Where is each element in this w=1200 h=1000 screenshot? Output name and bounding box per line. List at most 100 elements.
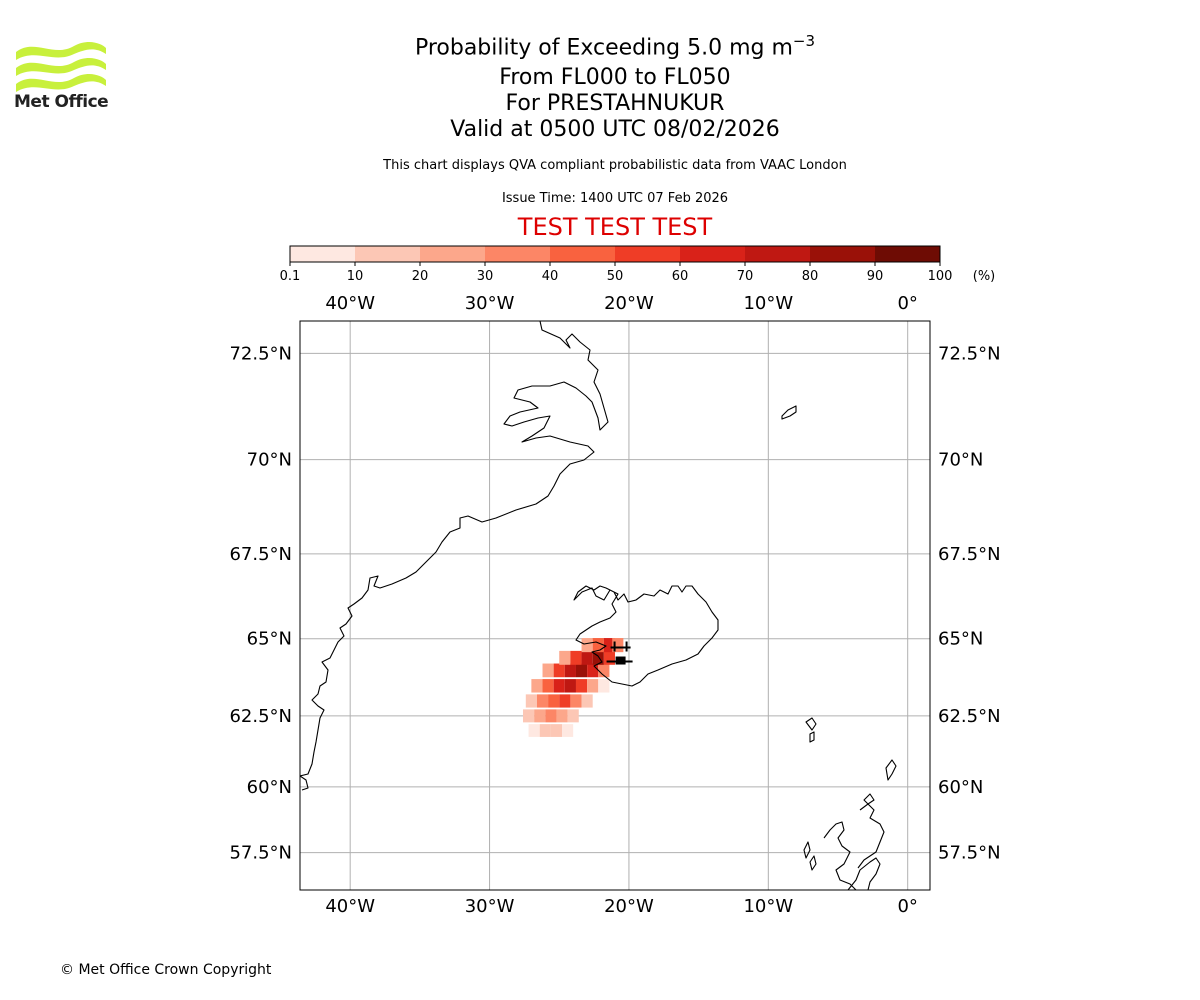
jan-mayen <box>781 405 797 420</box>
colorbar-tick-label: 40 <box>542 269 559 284</box>
plume-cell <box>581 650 593 665</box>
iceland-coast <box>573 585 719 687</box>
colorbar-segment <box>420 246 486 262</box>
copyright-notice: © Met Office Crown Copyright <box>60 962 272 978</box>
faroe-islands <box>805 717 817 743</box>
greenland-coast <box>300 321 609 777</box>
latitude-tick-label: 62.5°N <box>938 706 1001 727</box>
issue-time: Issue Time: 1400 UTC 07 Feb 2026 <box>501 191 729 206</box>
graticule <box>300 321 930 890</box>
longitude-tick-label: 40°W <box>325 293 375 314</box>
map-background <box>300 321 930 890</box>
colorbar-segment <box>355 246 421 262</box>
coastlines <box>300 321 897 890</box>
colorbar-segment <box>875 246 941 262</box>
plume-cell <box>587 663 599 678</box>
latitude-tick-label: 57.5°N <box>229 843 292 864</box>
colorbar-segment <box>810 246 876 262</box>
longitude-tick-label: 10°W <box>743 896 793 917</box>
colorbar-tick-label: 20 <box>412 269 429 284</box>
plume-cell <box>612 638 624 653</box>
longitude-tick-label: 20°W <box>604 896 654 917</box>
met-office-logo <box>16 42 106 92</box>
plume-cell <box>603 638 615 653</box>
plume-cell <box>564 663 576 678</box>
latitude-tick-label: 70°N <box>247 450 292 471</box>
plume-cell <box>559 694 571 708</box>
plume-cell <box>592 650 604 665</box>
colorbar-tick-label: 70 <box>737 269 754 284</box>
latitude-tick-label: 65°N <box>247 629 292 650</box>
greenland-island <box>300 775 309 791</box>
plume-cell <box>581 694 593 708</box>
plume-cell <box>570 650 582 665</box>
plume-cell <box>575 679 588 693</box>
title-superscript: −3 <box>792 32 816 50</box>
latitude-tick-label: 62.5°N <box>229 706 292 727</box>
colorbar-tick-label: 30 <box>477 269 494 284</box>
plume-cell <box>567 709 579 723</box>
orkney <box>863 793 875 805</box>
volcano-symbol <box>606 641 633 663</box>
title-text: Probability of Exceeding 5.0 mg m <box>414 35 793 61</box>
latitude-tick-label: 65°N <box>938 629 983 650</box>
latitude-tick-label: 60°N <box>938 777 983 798</box>
plume-cell <box>581 638 593 653</box>
longitude-tick-label: 10°W <box>743 293 793 314</box>
plume-cell <box>598 679 610 693</box>
chart-subtitle: This chart displays QVA compliant probab… <box>383 158 847 173</box>
hebrides <box>803 841 817 871</box>
volcano-name: For PRESTAHNUKUR <box>505 91 725 116</box>
plume-cell <box>603 650 615 665</box>
plume-cell <box>523 709 535 723</box>
plume-cell <box>531 679 543 693</box>
colorbar-tick-label: 100 <box>928 269 953 284</box>
logo-wordmark: Met Office <box>14 92 109 112</box>
ash-probability-field <box>523 638 624 737</box>
plume-cell <box>556 709 568 723</box>
colorbar-segment <box>290 246 356 262</box>
chart-title: Probability of Exceeding 5.0 mg m−3 <box>0 28 1200 61</box>
longitude-tick-label: 20°W <box>604 293 654 314</box>
latitude-tick-label: 67.5°N <box>229 544 292 565</box>
plume-cell <box>534 709 546 723</box>
plume-cell <box>528 724 540 737</box>
plume-cell <box>553 679 565 693</box>
shetland <box>885 759 897 781</box>
colorbar-tick-label: 60 <box>672 269 689 284</box>
plume-cell <box>598 663 610 678</box>
map-frame <box>299 320 931 891</box>
colorbar-tick-label: 10 <box>347 269 364 284</box>
plume-cell <box>525 694 537 708</box>
test-banner: TEST TEST TEST <box>517 213 713 241</box>
plume-cell <box>545 709 557 723</box>
longitude-labels: 40°W 40°W 30°W 30°W 20°W 20°W 10°W 10°W 0° 0° <box>325 293 918 917</box>
latitude-tick-label: 60°N <box>247 777 292 798</box>
plume-cell <box>575 663 588 678</box>
latitude-labels: 72.5°N 72.5°N 70°N 70°N 67.5°N 67.5°N 65°N 65°N… <box>229 343 1000 863</box>
plume-cell <box>562 724 574 737</box>
longitude-tick-label: 30°W <box>465 896 515 917</box>
plume-cell <box>542 663 554 678</box>
valid-time: Valid at 0500 UTC 08/02/2026 <box>450 117 780 142</box>
latitude-tick-label: 57.5°N <box>938 843 1001 864</box>
plume-cell <box>536 694 549 708</box>
latitude-tick-label: 72.5°N <box>229 343 292 364</box>
plume-cell <box>570 694 582 708</box>
plume-cell <box>539 724 551 737</box>
colorbar-segment <box>615 246 681 262</box>
plume-cell <box>550 724 563 737</box>
longitude-tick-label: 30°W <box>465 293 515 314</box>
plume-cell <box>548 694 560 708</box>
colorbar-segment <box>745 246 811 262</box>
plume-cell <box>564 679 576 693</box>
latitude-tick-label: 70°N <box>938 450 983 471</box>
map-panel: 40°W 40°W 30°W 30°W 20°W 20°W 10°W 10°W 0° 0° 72.… <box>229 293 1000 917</box>
longitude-tick-label: 0° <box>897 293 917 314</box>
colorbar-segment <box>680 246 746 262</box>
colorbar-segment <box>550 246 616 262</box>
colorbar-tick-label: 90 <box>867 269 884 284</box>
longitude-tick-label: 0° <box>897 896 917 917</box>
latitude-tick-label: 67.5°N <box>938 544 1001 565</box>
plume-cell <box>592 638 604 653</box>
